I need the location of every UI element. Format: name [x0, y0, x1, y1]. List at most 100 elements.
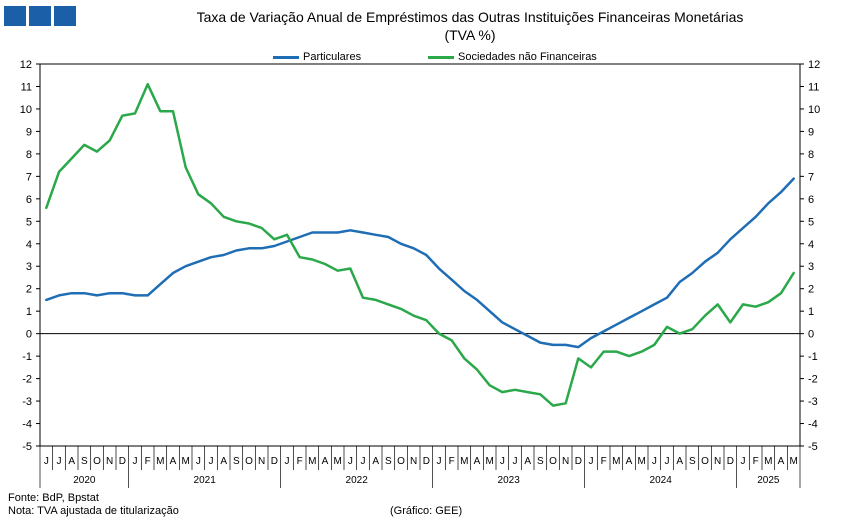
y-tick-label-right: 1 [808, 306, 814, 318]
y-tick-label-left: 4 [26, 239, 32, 251]
x-tick-label: M [156, 456, 164, 467]
y-tick-label-right: 3 [808, 261, 814, 273]
x-tick-label: J [285, 456, 290, 467]
x-tick-label: S [81, 456, 88, 467]
year-label: 2020 [73, 475, 96, 486]
y-tick-label-left: 12 [20, 59, 32, 71]
y-tick-label-left: 8 [26, 149, 32, 161]
x-tick-label: M [485, 456, 493, 467]
y-tick-label-right: 4 [808, 239, 814, 251]
x-tick-label: O [245, 456, 253, 467]
x-tick-label: D [575, 456, 582, 467]
y-tick-label-right: 0 [808, 329, 814, 341]
year-label: 2021 [194, 475, 217, 486]
x-tick-label: J [665, 456, 670, 467]
x-tick-label: A [170, 456, 177, 467]
x-tick-label: D [727, 456, 734, 467]
x-tick-label: A [524, 456, 531, 467]
logo-block [4, 6, 26, 26]
x-tick-label: S [537, 456, 544, 467]
x-tick-label: N [410, 456, 417, 467]
chart-credit: (Gráfico: GEE) [390, 505, 463, 517]
legend-swatch [273, 55, 299, 59]
y-tick-label-right: -4 [808, 419, 818, 431]
x-tick-label: J [741, 456, 746, 467]
x-tick-label: M [637, 456, 645, 467]
x-tick-label: A [68, 456, 75, 467]
x-tick-label: J [196, 456, 201, 467]
y-tick-label-left: 6 [26, 194, 32, 206]
x-tick-label: A [626, 456, 633, 467]
y-tick-label-left: 1 [26, 306, 32, 318]
footnote: Nota: TVA ajustada de titularização [8, 505, 179, 517]
y-tick-label-right: -2 [808, 374, 818, 386]
x-tick-label: M [181, 456, 189, 467]
x-tick-label: D [271, 456, 278, 467]
x-tick-label: S [233, 456, 240, 467]
y-tick-label-left: 3 [26, 261, 32, 273]
x-tick-label: J [513, 456, 518, 467]
y-tick-label-right: -3 [808, 396, 818, 408]
x-tick-label: M [789, 456, 797, 467]
x-tick-label: F [297, 456, 303, 467]
x-tick-label: A [778, 456, 785, 467]
chart-title-line1: Taxa de Variação Anual de Empréstimos da… [196, 9, 744, 25]
y-tick-label-left: -1 [22, 351, 32, 363]
y-tick-label-left: 11 [21, 81, 32, 93]
y-tick-label-left: -2 [22, 374, 32, 386]
source-note: Fonte: BdP, Bpstat [8, 492, 99, 504]
x-tick-label: N [562, 456, 569, 467]
y-tick-label-right: 9 [808, 126, 814, 138]
x-tick-label: O [549, 456, 557, 467]
year-label: 2025 [757, 475, 780, 486]
x-tick-label: O [701, 456, 709, 467]
x-tick-label: S [689, 456, 696, 467]
x-tick-label: F [449, 456, 455, 467]
y-tick-label-left: 0 [26, 329, 32, 341]
x-tick-label: M [308, 456, 316, 467]
series-line-particulares [45, 177, 795, 349]
y-tick-label-left: 10 [20, 104, 32, 116]
legend-item-sociedades: Sociedades não Financeiras [428, 51, 597, 63]
x-tick-label: J [44, 456, 49, 467]
x-tick-label: J [589, 456, 594, 467]
x-tick-label: N [258, 456, 265, 467]
x-tick-label: A [372, 456, 379, 467]
x-tick-label: M [764, 456, 772, 467]
legend-label: Particulares [303, 51, 362, 63]
y-tick-label-left: -5 [22, 441, 32, 453]
x-tick-label: N [106, 456, 113, 467]
logo-block [29, 6, 51, 26]
year-label: 2022 [346, 475, 369, 486]
logo [4, 6, 76, 26]
x-tick-label: M [460, 456, 468, 467]
x-tick-label: F [601, 456, 607, 467]
y-tick-label-right: 12 [808, 59, 820, 71]
x-tick-label: M [612, 456, 620, 467]
chart-title: Taxa de Variação Anual de Empréstimos da… [120, 8, 820, 44]
y-tick-label-right: 8 [808, 149, 814, 161]
x-tick-label: J [500, 456, 505, 467]
x-tick-label: A [220, 456, 227, 467]
x-tick-label: J [209, 456, 214, 467]
x-tick-label: D [119, 456, 126, 467]
legend-swatch [428, 55, 454, 59]
y-tick-label-right: 6 [808, 194, 814, 206]
y-tick-label-right: 5 [808, 216, 814, 228]
x-tick-label: J [57, 456, 62, 467]
x-tick-label: O [397, 456, 405, 467]
x-tick-label: A [474, 456, 481, 467]
x-tick-label: A [322, 456, 329, 467]
x-tick-label: O [93, 456, 101, 467]
y-tick-label-left: 9 [26, 126, 32, 138]
logo-block [54, 6, 76, 26]
legend-label: Sociedades não Financeiras [458, 51, 597, 63]
x-tick-label: F [753, 456, 759, 467]
y-tick-label-right: 11 [808, 81, 819, 93]
y-tick-label-right: -5 [808, 441, 818, 453]
y-tick-label-left: -3 [22, 396, 32, 408]
legend-item-particulares: Particulares [273, 51, 361, 63]
y-tick-label-right: 7 [808, 171, 814, 183]
y-tick-label-right: -1 [808, 351, 818, 363]
